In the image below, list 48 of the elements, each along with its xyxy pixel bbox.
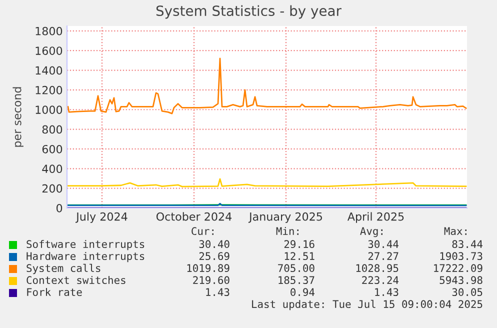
y-tick-label: 1000 (36, 106, 62, 114)
text: 5943.98 (440, 276, 482, 284)
legend-label: Software interrupts (26, 240, 144, 250)
y-tick-label: 400 (42, 164, 62, 174)
x-tick-label: October 2024 (156, 212, 232, 221)
legend-label: Fork rate (27, 288, 82, 296)
text: 219.60 (193, 276, 230, 284)
text: 1.43 (206, 288, 230, 296)
y-tick-label: 800 (42, 125, 62, 134)
line-series (67, 58, 467, 114)
x-tick-label: January 2025 (248, 212, 322, 223)
y-tick-label: 1800 (36, 26, 62, 36)
text: Cur: (192, 227, 214, 236)
x-tick-label: April 2025 (347, 212, 404, 223)
text: Max: (444, 227, 466, 236)
text: 25.69 (199, 252, 230, 260)
chart-title: System Statistics - by year (156, 5, 342, 19)
legend-label: Context switches (26, 276, 126, 284)
text: 1903.73 (440, 252, 482, 260)
text: 30.44 (368, 240, 399, 248)
text: 1028.95 (356, 264, 398, 272)
text: 30.05 (452, 288, 482, 296)
text: 705.00 (278, 264, 314, 272)
y-axis-title: per second (12, 87, 24, 147)
text: 1.43 (375, 288, 398, 296)
text: 30.40 (199, 240, 230, 248)
legend-label: Hardware interrupts (26, 252, 144, 262)
y-tick-label: 1600 (36, 46, 62, 55)
text: 185.37 (278, 276, 314, 284)
text: 29.16 (284, 240, 314, 248)
text: Last update: Tue Jul 15 09:00:04 2025 (252, 300, 482, 310)
text: 0.94 (290, 288, 315, 296)
x-tick-label: July 2024 (76, 212, 128, 223)
text: Avg: (360, 227, 382, 238)
text: 83.44 (452, 240, 483, 248)
y-tick-label: 600 (42, 144, 62, 154)
legend-label: System calls (26, 264, 100, 274)
y-tick-label: 1200 (36, 86, 62, 94)
text: Min: (276, 226, 298, 235)
text: 223.24 (362, 276, 399, 284)
line-series (67, 178, 467, 188)
text: 17222.09 (434, 264, 482, 272)
y-tick-label: 0 (56, 204, 62, 212)
text: 1019.89 (187, 264, 230, 272)
text: 12.51 (284, 252, 314, 260)
y-tick-label: 200 (42, 184, 62, 193)
y-tick-label: 1400 (36, 66, 62, 75)
text: 27.27 (368, 252, 398, 260)
